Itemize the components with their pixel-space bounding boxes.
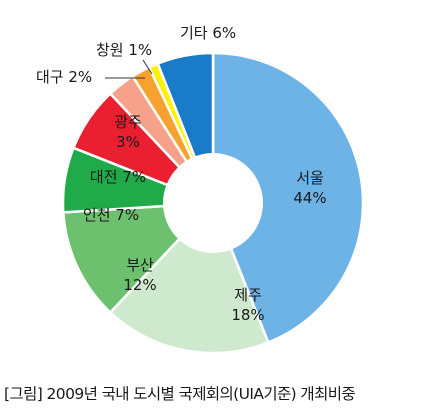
- slice-label-부산: 부산 12%: [123, 256, 156, 294]
- slice-label-서울: 서울 44%: [293, 169, 326, 207]
- slice-label-line2: 12%: [123, 276, 156, 294]
- donut-hole: [163, 153, 263, 253]
- slice-label-line1: 대구 2%: [36, 68, 92, 86]
- slice-label-제주: 제주 18%: [231, 286, 264, 324]
- slice-label-line1: 제주: [234, 286, 262, 304]
- slice-label-line2: 44%: [293, 189, 326, 207]
- leader-lines: [105, 59, 153, 79]
- slice-label-line1: 인천 7%: [83, 206, 139, 224]
- slice-labels: 서울 44% 제주 18% 부산 12% 인천 7% 대전 7% 광주 3% 대구 2%창원 1% 기…: [36, 24, 327, 324]
- slice-label-line1: 기타 6%: [180, 24, 236, 42]
- donut-chart: 서울 44% 제주 18% 부산 12% 인천 7% 대전 7% 광주 3% 대구 2%창원 1% 기…: [36, 24, 365, 355]
- slice-제주: [109, 201, 270, 355]
- slice-label-line1: 부산: [126, 256, 154, 274]
- chart-caption: [그림] 2009년 국내 도시별 국제회의(UIA기준) 개최비중: [4, 385, 356, 403]
- slice-label-대전: 대전 7%: [90, 168, 146, 186]
- slice-label-광주: 광주 3%: [114, 113, 142, 151]
- slice-서울: [211, 51, 365, 344]
- leader-line-창원: [142, 59, 153, 75]
- slice-label-line1: 창원 1%: [96, 41, 152, 59]
- slice-label-창원: 창원 1%: [96, 41, 152, 59]
- slice-label-line1: 서울: [296, 169, 324, 187]
- slice-label-line1: 대전 7%: [90, 168, 146, 186]
- slice-label-line2: 3%: [116, 133, 140, 151]
- slice-label-인천: 인천 7%: [83, 206, 139, 224]
- slice-label-line2: 18%: [231, 306, 264, 324]
- slice-label-대구: 대구 2%: [36, 68, 92, 86]
- slice-label-line1: 광주: [114, 113, 142, 131]
- slice-label-기타: 기타 6%: [180, 24, 236, 42]
